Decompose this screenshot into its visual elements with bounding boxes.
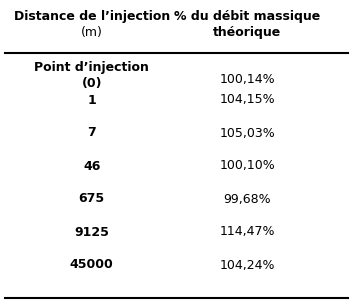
Text: 104,24%: 104,24% — [219, 259, 275, 271]
Text: 99,68%: 99,68% — [223, 192, 271, 206]
Text: 675: 675 — [79, 192, 105, 206]
Text: Point d’injection: Point d’injection — [34, 62, 149, 74]
Text: 9125: 9125 — [74, 226, 109, 238]
Text: 7: 7 — [88, 126, 96, 140]
Text: 46: 46 — [83, 159, 101, 173]
Text: 105,03%: 105,03% — [219, 126, 275, 140]
Text: 100,10%: 100,10% — [219, 159, 275, 173]
Text: 1: 1 — [88, 94, 96, 106]
Text: % du débit massique: % du débit massique — [174, 10, 320, 23]
Text: 114,47%: 114,47% — [219, 226, 275, 238]
Text: 100,14%: 100,14% — [219, 73, 275, 85]
Text: théorique: théorique — [213, 26, 281, 39]
Text: (0): (0) — [82, 77, 102, 91]
Text: 45000: 45000 — [70, 259, 114, 271]
Text: (m): (m) — [81, 26, 103, 39]
Text: Distance de l’injection: Distance de l’injection — [14, 10, 170, 23]
Text: 104,15%: 104,15% — [219, 94, 275, 106]
